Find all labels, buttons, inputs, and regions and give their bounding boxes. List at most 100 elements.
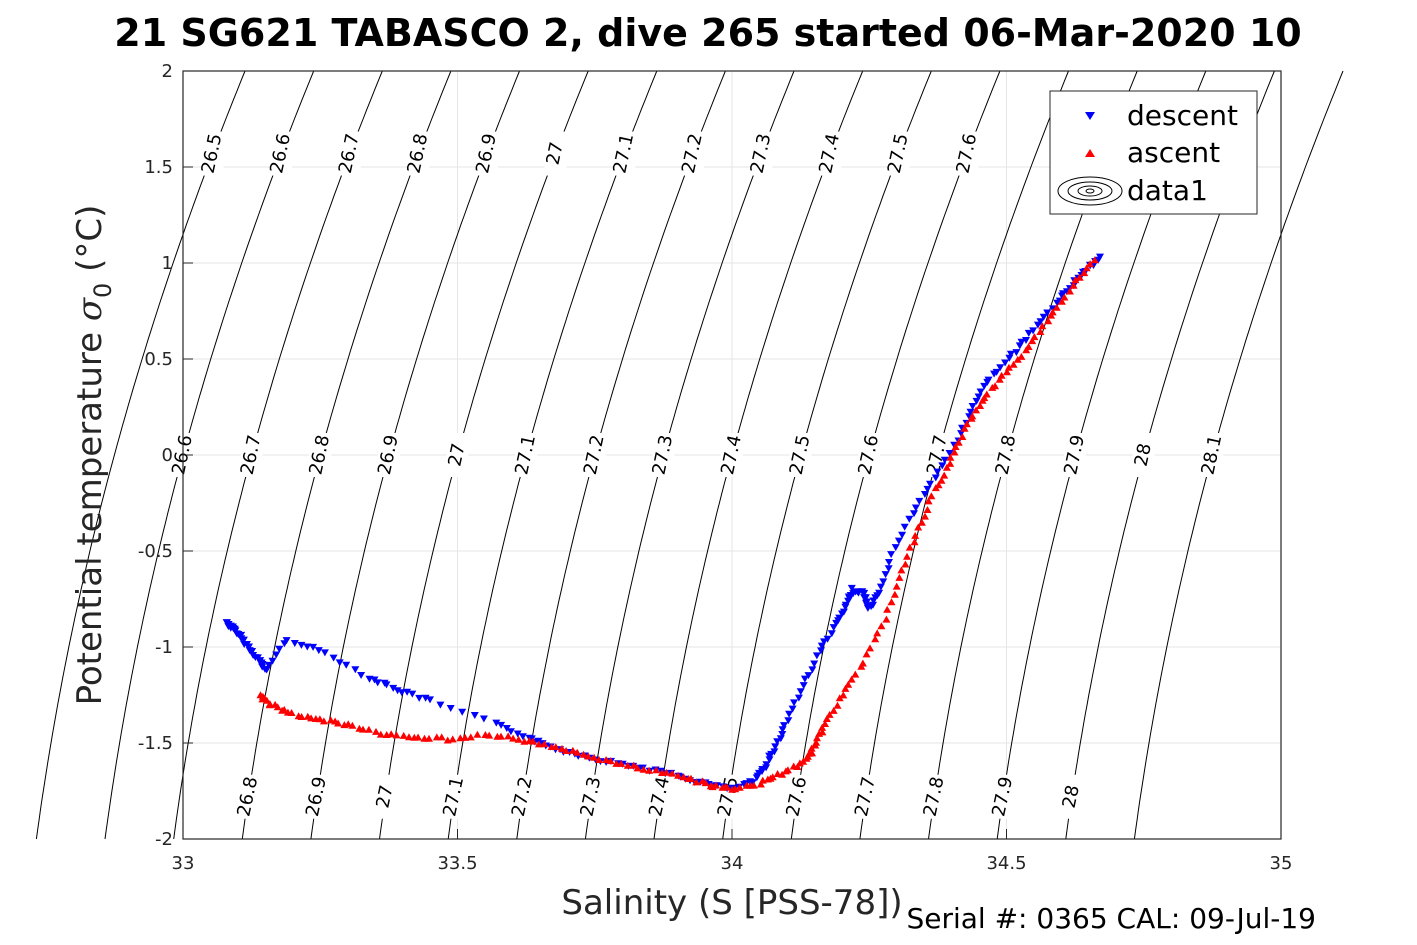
isopycnal-label-mask [377,433,400,477]
ascent-point [1075,273,1084,281]
ascent-point [414,733,423,741]
isopycnal-label-mask [407,131,430,176]
ascent-point [701,779,710,787]
descent-point [389,684,398,692]
legend-data1-label: data1 [1127,174,1208,207]
ascent-point [903,552,911,560]
ascent-point [749,781,758,789]
descent-point [876,583,885,591]
ascent-point [1030,333,1039,341]
descent-point [303,643,312,651]
legend-descent-label: descent [1127,99,1238,132]
ascent-point [674,771,683,779]
y-axis-label-sigma: σ [70,297,110,321]
ascent-point [359,725,367,733]
y-tick-label: -0.5 [138,541,173,562]
ascent-point [1057,297,1066,305]
ascent-point [687,774,695,782]
y-tick-label: 2 [162,61,173,82]
isopycnal-label-mask [956,131,979,176]
ascent-point [934,481,943,489]
isopycnal-label-mask [750,131,773,176]
ascent-point [551,743,560,751]
ascent-point [629,761,638,769]
isopycnal-label-mask [649,774,672,819]
ascent-point [633,764,642,772]
ascent-point [812,738,821,746]
descent-point [335,659,344,667]
descent-point [1043,309,1052,317]
ascent-point [822,715,831,722]
isopycnal-label-mask [237,774,260,819]
isopycnal-label-mask [1064,433,1087,477]
ascent-point [829,706,838,714]
descent-point [794,694,803,702]
descent-point [869,601,877,609]
descent-point [839,608,848,616]
ascent-point [1044,317,1053,325]
ascent-point [905,543,914,551]
ascent-point [946,459,955,467]
descent-point [847,584,856,592]
ascent-point [793,763,802,770]
descent-point [1024,329,1033,337]
isopycnal-label-mask [270,131,293,176]
descent-point [923,485,932,493]
ascent-point [529,737,538,745]
ascent-point [540,740,549,748]
legend-box [1049,90,1258,215]
ascent-point [679,773,688,781]
ascent-point [921,512,929,520]
ascent-point [466,733,475,741]
ascent-point [735,783,744,791]
descent-point [968,403,977,410]
descent-point [748,779,757,787]
y-axis-label-unit: (°C) [70,205,110,283]
ascent-point [1080,269,1089,277]
ascent-point [851,670,860,678]
isopycnal-label-mask [580,774,603,819]
ascent-point [584,752,593,760]
y-tick-label: 0 [162,445,173,466]
descent-point [940,456,949,464]
descent-point [788,705,797,713]
descent-point [426,696,434,704]
ascent-point [1069,281,1078,289]
ascent-point [606,757,615,765]
descent-point [835,614,844,622]
descent-point [248,648,257,655]
y-tick-label: -2 [155,829,173,850]
ascent-point [344,720,353,728]
ascent-point [818,728,827,736]
descent-point [920,491,929,498]
ascent-point [958,433,967,440]
descent-point [762,761,771,769]
x-axis-label: Salinity (S [PSS-78]) [561,883,902,923]
ascent-point [892,582,901,590]
ascent-point [602,756,611,763]
ascent-point [847,675,856,683]
descent-point [290,640,299,647]
descent-point [827,630,836,638]
ascent-point [562,747,571,754]
ascent-point [910,538,919,546]
descent-point [479,715,488,723]
ascent-point [1003,368,1011,376]
ascent-point [887,598,896,606]
ascent-point [768,773,777,781]
ascent-point [372,727,380,735]
descent-point [804,672,813,680]
descent-point [272,651,281,659]
descent-point [910,510,918,518]
isopycnal-label-mask [201,131,224,176]
isopycnal-label-mask [923,774,946,819]
descent-point [879,578,888,586]
descent-point [915,497,924,505]
ascent-point [485,731,494,739]
ascent-point [1036,328,1045,335]
ascent-point [315,715,324,723]
descent-point [436,701,445,709]
descent-point [502,725,511,732]
isopycnal-label-mask [583,433,606,477]
ascent-point [623,761,632,769]
